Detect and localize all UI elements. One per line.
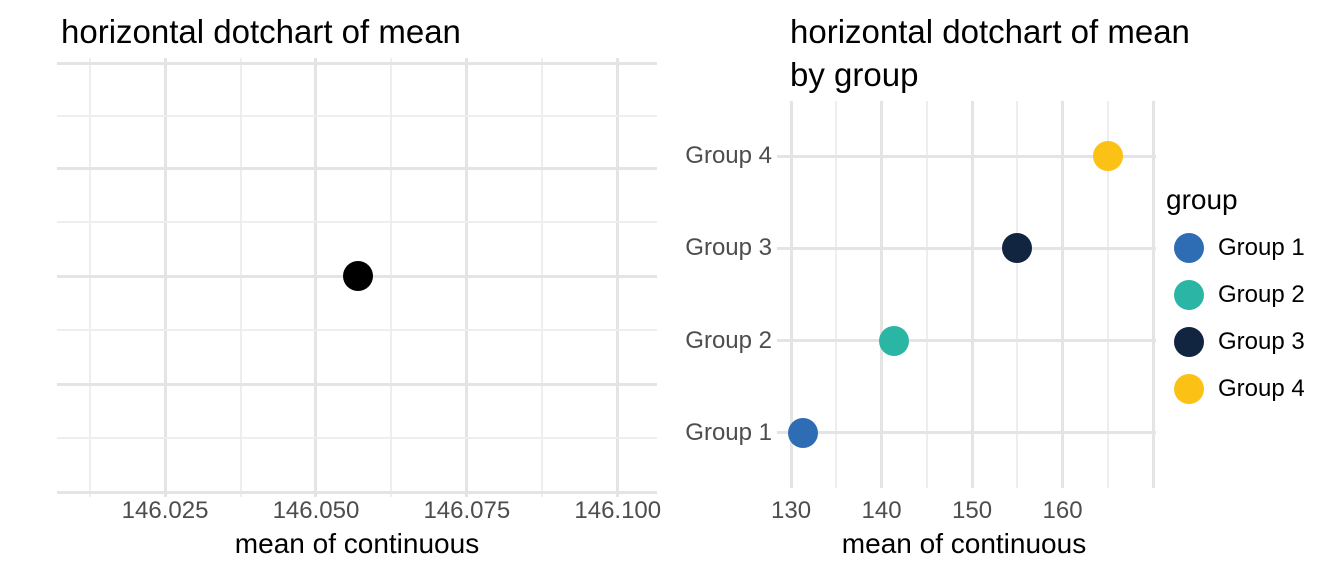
- grid-minor-v: [1016, 101, 1019, 488]
- legend: group Group 1 Group 2 Group 3 Group 4: [1166, 183, 1305, 412]
- grid-major-h: [777, 431, 1156, 435]
- grid-major-v: [1151, 101, 1155, 488]
- legend-key-dot: [1174, 373, 1204, 404]
- y-category-label: Group 4: [685, 142, 772, 170]
- grid-major-v: [1061, 101, 1065, 488]
- grid-major-v: [616, 58, 620, 497]
- grid-major-h: [57, 61, 657, 65]
- grid-minor-v: [239, 58, 242, 497]
- left-chart-x-axis-title: mean of continuous: [234, 528, 480, 559]
- x-tick-label: 150: [951, 497, 993, 524]
- grid-major-h: [777, 154, 1156, 158]
- y-category-label: Group 1: [685, 418, 772, 446]
- group-mean-dot: [879, 325, 910, 356]
- x-tick-label: 140: [861, 497, 902, 524]
- grid-major-h: [57, 382, 657, 386]
- legend-entry-label: Group 4: [1218, 374, 1305, 402]
- grid-major-v: [880, 101, 884, 488]
- legend-entry: Group 2: [1166, 271, 1305, 318]
- group-mean-dot: [1002, 233, 1033, 264]
- grid-major-h: [777, 246, 1156, 250]
- legend-key-dot: [1174, 326, 1204, 357]
- x-tick-label: 146.075: [423, 497, 511, 524]
- mean-dot: [343, 261, 374, 291]
- legend-entry: Group 4: [1166, 365, 1305, 412]
- grid-major-v: [970, 101, 974, 488]
- x-tick-label: 146.050: [272, 497, 360, 524]
- grid-minor-v: [390, 58, 393, 497]
- grid-major-v: [465, 58, 469, 497]
- x-tick-label: 146.100: [574, 497, 662, 524]
- grid-minor-v: [88, 58, 91, 497]
- grid-major-h: [57, 166, 657, 170]
- right-chart-x-axis-title: mean of continuous: [841, 528, 1087, 559]
- grid-major-h: [777, 339, 1156, 343]
- x-tick-label: 160: [1042, 497, 1083, 524]
- legend-entry-label: Group 3: [1218, 327, 1305, 355]
- legend-entry: Group 1: [1166, 224, 1305, 271]
- group-mean-dot: [787, 417, 818, 448]
- grid-minor-h: [57, 329, 657, 331]
- y-category-label: Group 2: [685, 326, 772, 354]
- grid-minor-v: [835, 101, 838, 488]
- legend-entry: Group 3: [1166, 318, 1305, 365]
- grid-minor-h: [57, 114, 657, 117]
- grid-minor-h: [57, 221, 657, 223]
- grid-minor-v: [541, 58, 544, 497]
- grid-minor-h: [57, 437, 657, 439]
- legend-entries: Group 1 Group 2 Group 3 Group 4: [1166, 224, 1305, 412]
- left-chart-title: horizontal dotchart of mean: [61, 13, 461, 50]
- legend-key-dot: [1174, 232, 1204, 263]
- x-tick-label: 130: [770, 497, 812, 524]
- grid-minor-v: [925, 101, 928, 488]
- right-chart-title: horizontal dotchart of mean by group: [790, 13, 1190, 93]
- grid-major-v: [163, 58, 167, 497]
- grid-major-v: [314, 58, 318, 497]
- group-mean-dot: [1092, 141, 1123, 172]
- grid-major-v: [789, 101, 793, 488]
- x-tick-label: 146.025: [121, 497, 209, 524]
- legend-entry-label: Group 1: [1218, 233, 1305, 261]
- grid-minor-v: [1106, 101, 1109, 488]
- legend-key-dot: [1174, 279, 1204, 310]
- y-category-label: Group 3: [685, 234, 772, 262]
- legend-title: group: [1166, 184, 1238, 215]
- legend-entry-label: Group 2: [1218, 280, 1305, 308]
- grid-major-h: [57, 490, 657, 494]
